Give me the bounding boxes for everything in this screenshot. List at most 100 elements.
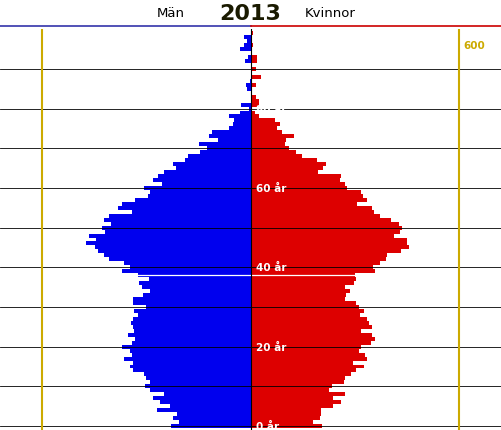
Bar bbox=[95, 246, 250, 250]
Bar bbox=[250, 286, 345, 289]
Bar bbox=[250, 353, 365, 357]
Bar bbox=[89, 234, 250, 238]
Bar bbox=[233, 123, 250, 127]
Bar bbox=[250, 321, 369, 325]
Bar bbox=[250, 210, 374, 214]
Bar bbox=[135, 337, 250, 341]
Text: Kvinnor: Kvinnor bbox=[305, 7, 356, 20]
Bar bbox=[250, 258, 386, 262]
Bar bbox=[143, 293, 250, 298]
Bar bbox=[188, 155, 250, 159]
Bar bbox=[150, 289, 250, 293]
Text: 600: 600 bbox=[463, 41, 485, 51]
Bar bbox=[250, 222, 399, 226]
Bar bbox=[176, 167, 250, 171]
Bar bbox=[250, 384, 332, 388]
Bar bbox=[185, 159, 250, 163]
Bar bbox=[250, 214, 380, 218]
Bar bbox=[247, 56, 250, 60]
Bar bbox=[134, 329, 250, 333]
Bar bbox=[250, 372, 351, 377]
Bar bbox=[247, 40, 250, 44]
Bar bbox=[164, 171, 250, 175]
Text: 20 år: 20 år bbox=[256, 342, 286, 352]
Bar bbox=[160, 400, 250, 404]
Bar bbox=[131, 321, 250, 325]
Bar bbox=[150, 381, 250, 384]
Bar bbox=[250, 32, 253, 36]
Bar bbox=[148, 194, 250, 198]
Bar bbox=[250, 309, 364, 313]
Bar bbox=[250, 242, 407, 246]
Bar bbox=[250, 159, 317, 163]
Bar bbox=[130, 349, 250, 353]
Bar bbox=[139, 282, 250, 286]
Bar bbox=[250, 183, 346, 187]
Bar bbox=[250, 226, 402, 230]
Bar bbox=[244, 44, 250, 48]
Bar bbox=[212, 131, 250, 135]
Bar bbox=[133, 301, 250, 305]
Bar bbox=[98, 250, 250, 254]
Bar bbox=[250, 178, 340, 183]
Bar bbox=[250, 119, 275, 123]
Bar bbox=[250, 341, 371, 345]
Bar bbox=[173, 416, 250, 420]
Bar bbox=[250, 155, 302, 159]
Bar bbox=[146, 305, 250, 309]
Bar bbox=[250, 143, 285, 147]
Bar bbox=[250, 238, 407, 242]
Bar bbox=[150, 190, 250, 194]
Bar bbox=[234, 119, 250, 123]
Bar bbox=[250, 127, 277, 131]
Bar bbox=[250, 115, 259, 119]
Bar bbox=[133, 361, 250, 365]
Bar bbox=[250, 171, 318, 175]
Bar bbox=[111, 222, 251, 226]
Bar bbox=[130, 266, 250, 270]
Bar bbox=[250, 293, 346, 298]
Bar bbox=[250, 400, 341, 404]
Text: Män: Män bbox=[156, 7, 184, 20]
Bar bbox=[145, 384, 250, 388]
Bar bbox=[153, 396, 250, 400]
Bar bbox=[132, 210, 250, 214]
Bar bbox=[250, 139, 286, 143]
Bar bbox=[130, 365, 250, 369]
Bar bbox=[250, 76, 262, 80]
Bar bbox=[206, 147, 250, 151]
Bar bbox=[146, 377, 250, 381]
Bar bbox=[250, 190, 362, 194]
Bar bbox=[250, 72, 252, 76]
Bar bbox=[244, 36, 250, 40]
Bar bbox=[162, 183, 250, 187]
Bar bbox=[170, 404, 250, 408]
Bar bbox=[124, 262, 250, 266]
Bar bbox=[179, 420, 250, 424]
Bar bbox=[250, 381, 344, 384]
Bar bbox=[102, 226, 250, 230]
Bar bbox=[250, 369, 356, 372]
Bar bbox=[228, 115, 250, 119]
Bar bbox=[250, 111, 256, 115]
Bar bbox=[209, 135, 250, 139]
Bar bbox=[250, 282, 354, 286]
Bar bbox=[104, 218, 251, 222]
Bar bbox=[96, 238, 250, 242]
Bar bbox=[164, 393, 250, 396]
Bar bbox=[250, 277, 356, 282]
Bar bbox=[133, 369, 250, 372]
Bar bbox=[109, 258, 250, 262]
Bar bbox=[150, 388, 250, 393]
Bar bbox=[122, 270, 250, 273]
Bar bbox=[250, 298, 345, 301]
Bar bbox=[132, 353, 250, 357]
Bar bbox=[118, 206, 250, 210]
Bar bbox=[86, 242, 250, 246]
Bar bbox=[240, 48, 250, 52]
Bar bbox=[250, 36, 252, 40]
Bar bbox=[241, 103, 250, 108]
Bar bbox=[250, 95, 256, 99]
Bar bbox=[133, 298, 250, 301]
Bar bbox=[250, 131, 282, 135]
